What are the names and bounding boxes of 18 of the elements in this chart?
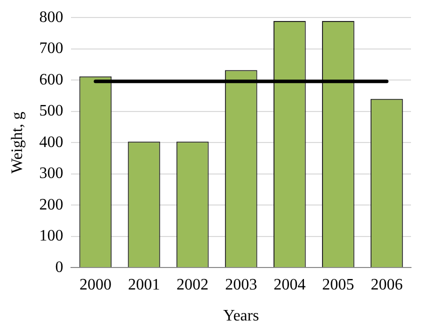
y-tick-label: 300 xyxy=(39,165,64,182)
y-tick-label: 0 xyxy=(55,258,64,276)
y-tick-label: 700 xyxy=(39,40,64,58)
x-tick-label: 2000 xyxy=(79,276,112,294)
y-tick-label: 200 xyxy=(39,196,64,214)
x-tick-label: 2005 xyxy=(322,276,354,294)
x-tick-label: 2006 xyxy=(370,276,403,294)
y-tick-label: 400 xyxy=(39,134,64,151)
y-axis-title: Weight, g xyxy=(8,112,26,174)
x-tick-label: 2002 xyxy=(176,276,209,294)
y-tick-label: 100 xyxy=(39,228,64,245)
y-tick-label: 500 xyxy=(39,102,64,120)
x-axis-title: Years xyxy=(223,308,259,325)
x-tick-label: 2003 xyxy=(225,276,258,294)
y-tick-label: 800 xyxy=(39,8,64,26)
x-tick-label: 2001 xyxy=(128,276,160,294)
y-tick-label: 600 xyxy=(39,71,64,88)
x-tick-label: 2004 xyxy=(274,276,306,294)
